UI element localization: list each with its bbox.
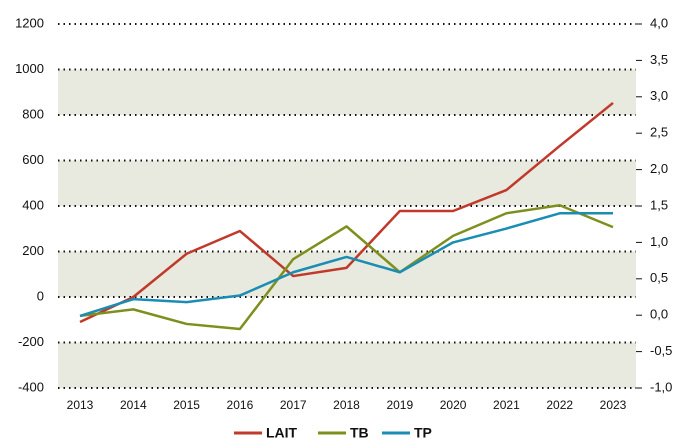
legend-label: LAIT [266, 425, 298, 441]
x-tick-label: 2013 [67, 398, 94, 412]
y2-tick-label: 4,0 [650, 15, 668, 30]
y2-tick-label: 3,5 [650, 52, 668, 67]
y-tick-label: 400 [22, 197, 44, 212]
legend-label: TB [350, 425, 369, 441]
y2-tick-label: 2,0 [650, 161, 668, 176]
band [58, 69, 636, 115]
y-tick-label: 200 [22, 243, 44, 258]
x-tick-label: 2018 [333, 398, 360, 412]
y-tick-label: 0 [37, 288, 44, 303]
band [58, 160, 636, 206]
y2-tick-label: 0,0 [650, 307, 668, 322]
x-tick-label: 2014 [120, 398, 147, 412]
y2-tick-label: 1,5 [650, 197, 668, 212]
line-series [79, 101, 614, 324]
line-series [79, 212, 613, 318]
x-tick-label: 2019 [386, 398, 413, 412]
y2-tick-label: -1,0 [650, 379, 672, 394]
band [58, 251, 636, 297]
y2-tick-label: 3,0 [650, 88, 668, 103]
x-tick-label: 2021 [493, 398, 520, 412]
y-tick-label: 800 [22, 106, 44, 121]
x-tick-label: 2016 [227, 398, 254, 412]
y2-tick-label: -0,5 [650, 343, 672, 358]
y2-tick-label: 0,5 [650, 270, 668, 285]
y-tick-label: 1000 [15, 61, 44, 76]
x-tick-label: 2015 [173, 398, 200, 412]
y-tick-label: 1200 [15, 15, 44, 30]
x-tick-label: 2022 [546, 398, 573, 412]
y-tick-label: 600 [22, 152, 44, 167]
x-tick-label: 2017 [280, 398, 307, 412]
band [58, 342, 636, 388]
x-tick-label: 2020 [440, 398, 467, 412]
y-tick-label: -400 [18, 379, 44, 394]
y2-tick-label: 2,5 [650, 125, 668, 140]
y-tick-label: -200 [18, 334, 44, 349]
x-tick-label: 2023 [600, 398, 627, 412]
y2-tick-label: 1,0 [650, 234, 668, 249]
legend-label: TP [414, 425, 432, 441]
line-series [79, 204, 614, 331]
